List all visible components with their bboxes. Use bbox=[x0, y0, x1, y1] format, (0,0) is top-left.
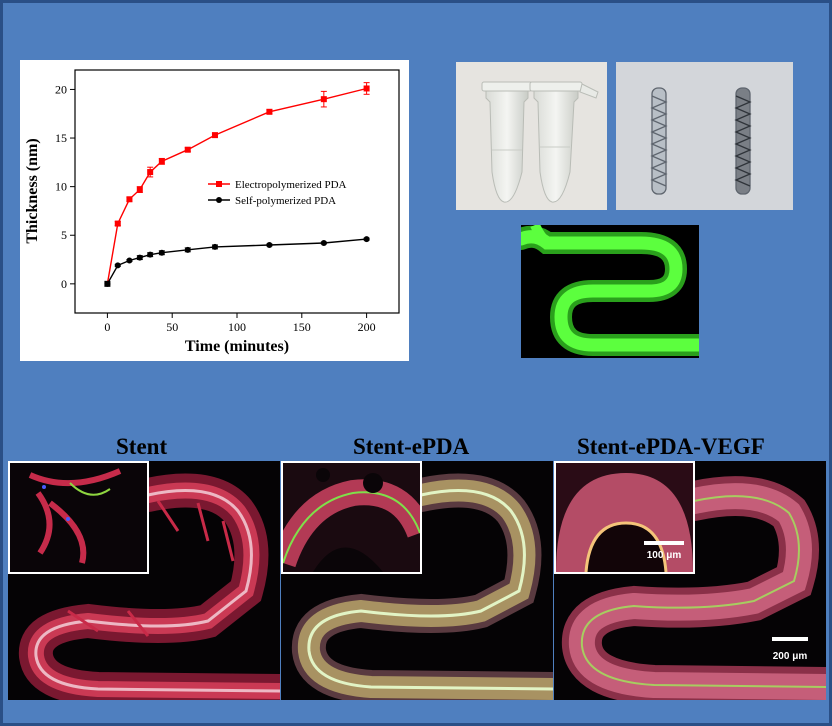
y-tick-label: 10 bbox=[55, 180, 67, 194]
data-point-self bbox=[147, 251, 154, 258]
data-point-self bbox=[266, 241, 273, 248]
x-tick-label: 50 bbox=[166, 320, 178, 334]
x-tick-label: 0 bbox=[104, 320, 110, 334]
series-line-self bbox=[106, 238, 367, 285]
data-point-self bbox=[320, 240, 327, 247]
plot-frame bbox=[74, 69, 400, 314]
data-point-self bbox=[114, 262, 121, 269]
y-tick-label: 5 bbox=[61, 228, 67, 242]
legend-label-self: Self-polymerized PDA bbox=[235, 195, 336, 207]
data-point-electro bbox=[320, 96, 327, 103]
inset-scale-bar bbox=[644, 541, 684, 545]
legend-marker-electro bbox=[216, 181, 222, 187]
panel-title-stent-epda: Stent-ePDA bbox=[353, 434, 470, 459]
y-ticks: 0 5 10 15 20 bbox=[55, 82, 75, 291]
y-tick-label: 15 bbox=[55, 131, 67, 145]
micrograph-stent-epda-vegf: 200 μm 100 μm bbox=[554, 461, 826, 700]
x-tick-label: 100 bbox=[228, 320, 246, 334]
main-scale-label: 200 μm bbox=[773, 651, 808, 662]
data-point-self bbox=[363, 236, 370, 243]
legend: Electropolymerized PDA Self-polymerized … bbox=[208, 179, 347, 207]
main-scale-bar bbox=[772, 637, 808, 641]
data-point-electro bbox=[211, 132, 218, 139]
y-tick-label: 20 bbox=[55, 82, 67, 96]
panel-title-stent-epda-vegf: Stent-ePDA-VEGF bbox=[577, 434, 765, 459]
data-point-self bbox=[104, 280, 111, 287]
x-axis-label: Time (minutes) bbox=[185, 338, 289, 355]
data-point-electro bbox=[363, 85, 370, 92]
y-axis-label: Thickness (nm) bbox=[24, 138, 41, 243]
panel-title-stent: Stent bbox=[116, 434, 168, 459]
series-layer bbox=[104, 82, 370, 287]
data-point-self bbox=[211, 243, 218, 250]
micrograph-stent-epda bbox=[281, 461, 553, 700]
inset-stent-epda-vegf: 100 μm bbox=[554, 461, 695, 574]
inset-stent bbox=[8, 461, 149, 574]
legend-label-electro: Electropolymerized PDA bbox=[235, 179, 347, 191]
data-point-electro bbox=[147, 169, 154, 176]
thickness-chart: 0 50 100 150 200 0 5 10 15 20 Time (minutes) Thi… bbox=[20, 60, 409, 361]
x-tick-label: 200 bbox=[358, 320, 376, 334]
data-point-self bbox=[136, 254, 143, 261]
tubes-photo bbox=[456, 62, 607, 210]
y-tick-label: 0 bbox=[61, 277, 67, 291]
x-tick-label: 150 bbox=[293, 320, 311, 334]
chart-svg: 0 50 100 150 200 0 5 10 15 20 Time (minutes) Thi… bbox=[24, 69, 400, 355]
fluorescent-strut-image bbox=[521, 225, 699, 358]
data-point-self bbox=[184, 246, 191, 253]
data-point-self bbox=[126, 257, 133, 264]
data-point-self bbox=[158, 249, 165, 256]
data-point-electro bbox=[184, 146, 191, 153]
data-point-electro bbox=[126, 196, 133, 203]
inset-stent-epda bbox=[281, 461, 422, 574]
data-point-electro bbox=[266, 108, 273, 115]
data-point-electro bbox=[136, 186, 143, 193]
inset-scale-label: 100 μm bbox=[647, 550, 682, 561]
stents-photo bbox=[616, 62, 793, 210]
data-point-electro bbox=[114, 220, 121, 227]
legend-marker-self bbox=[216, 197, 222, 203]
micrograph-stent bbox=[8, 461, 280, 700]
x-ticks: 0 50 100 150 200 bbox=[104, 313, 376, 334]
data-point-electro bbox=[158, 158, 165, 165]
